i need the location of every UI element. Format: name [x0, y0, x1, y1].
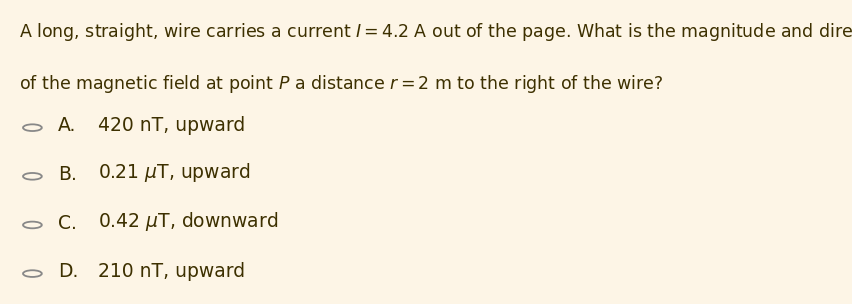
Text: D.: D.	[58, 262, 78, 281]
Text: A long, straight, wire carries a current $I = 4.2$ A out of the page. What is th: A long, straight, wire carries a current…	[19, 21, 852, 43]
Text: 0.21 $\mu$T, upward: 0.21 $\mu$T, upward	[98, 161, 250, 184]
Text: 210 nT, upward: 210 nT, upward	[98, 262, 245, 281]
Text: of the magnetic field at point $P$ a distance $r = 2$ m to the right of the wire: of the magnetic field at point $P$ a dis…	[19, 73, 662, 95]
Text: A.: A.	[58, 116, 77, 135]
Text: B.: B.	[58, 165, 77, 184]
Text: C.: C.	[58, 213, 77, 233]
Text: 0.42 $\mu$T, downward: 0.42 $\mu$T, downward	[98, 209, 278, 233]
Text: 420 nT, upward: 420 nT, upward	[98, 116, 245, 135]
